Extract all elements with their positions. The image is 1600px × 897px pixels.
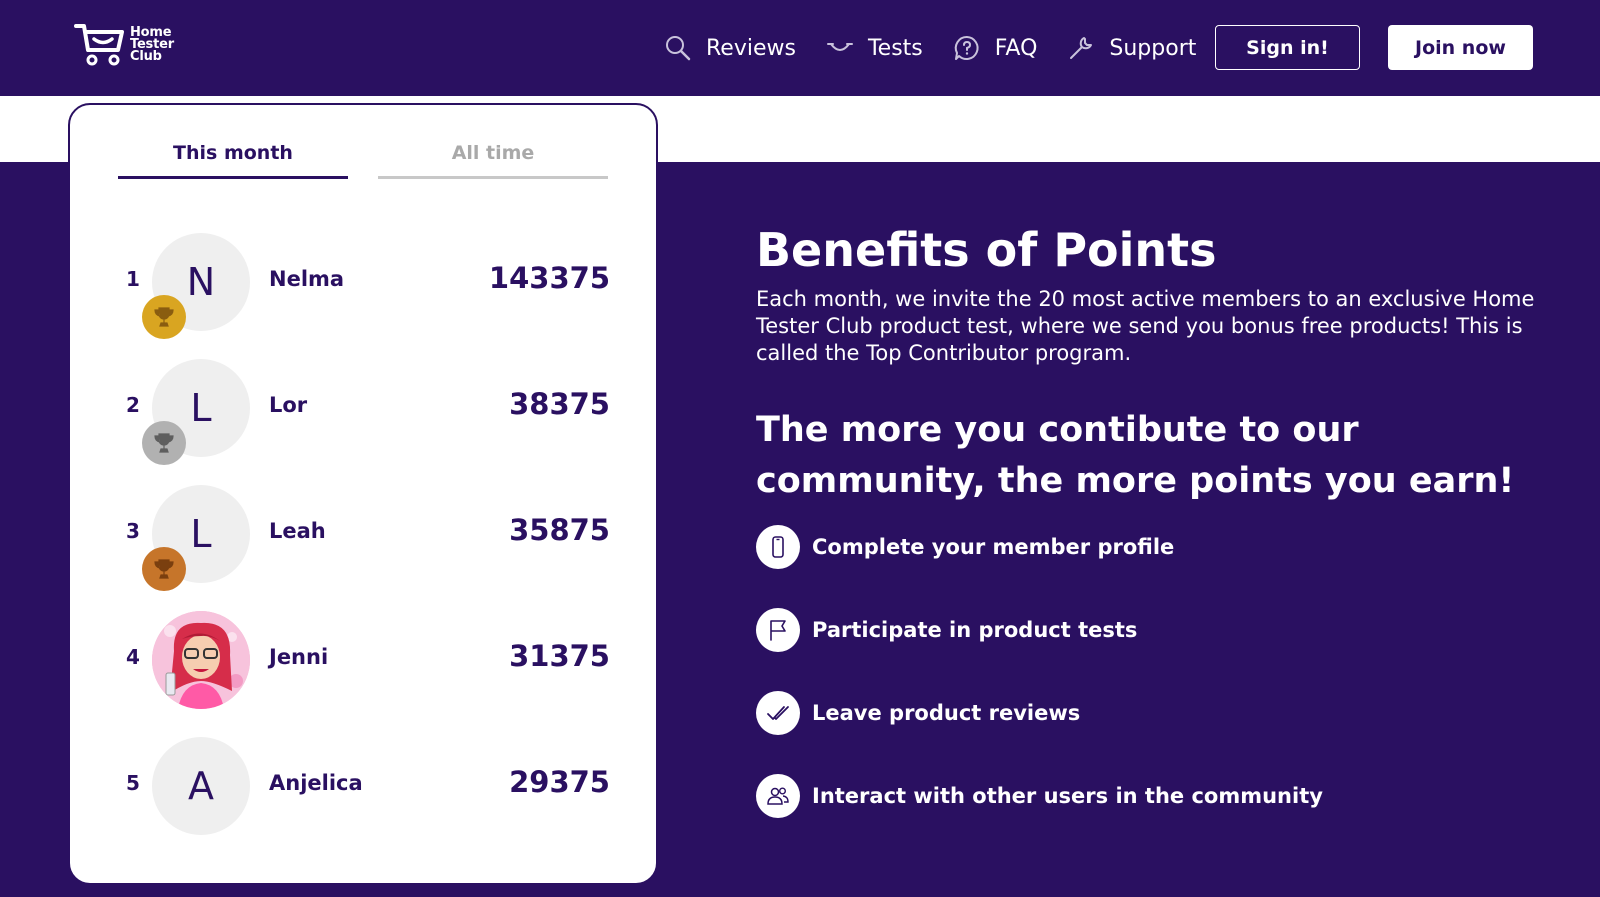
member-points: 38375: [509, 387, 610, 421]
benefits-intro: Each month, we invite the 20 most active…: [756, 287, 1535, 365]
wrench-icon: [1070, 37, 1093, 59]
search-icon: [666, 36, 691, 61]
member-name[interactable]: Lor: [269, 393, 308, 417]
nav-tests-label: Tests: [867, 35, 923, 61]
benefit-label: Complete your member profile: [812, 535, 1175, 559]
member-points: 31375: [509, 639, 610, 673]
phone-icon: [756, 525, 800, 569]
logo[interactable]: Home Tester Club: [74, 20, 194, 70]
logo-line-1: Home: [130, 25, 172, 40]
tab-this-month[interactable]: This month: [118, 137, 348, 179]
benefit-item: Complete your member profile: [756, 525, 1546, 569]
silver-trophy-badge: [142, 421, 186, 465]
leaderboard-row: 3 L Leah 35875: [118, 483, 610, 591]
sign-in-button[interactable]: Sign in!: [1215, 25, 1360, 70]
nav-faq[interactable]: FAQ: [953, 34, 1038, 62]
leaderboard-row: 1 N Nelma 143375: [118, 231, 610, 339]
leaderboard-card: This month All time 1 N Nelma 143375 2 L…: [68, 103, 658, 885]
benefit-item: Leave product reviews: [756, 691, 1546, 735]
logo-text: Home Tester Club: [130, 25, 174, 64]
leaderboard-tabs: This month All time: [118, 137, 610, 181]
logo-line-2: Tester: [130, 37, 174, 52]
member-name[interactable]: Leah: [269, 519, 326, 543]
nav-reviews[interactable]: Reviews: [664, 34, 796, 62]
rank-number: 2: [126, 393, 140, 417]
member-points: 29375: [509, 765, 610, 799]
benefit-label: Participate in product tests: [812, 618, 1138, 642]
double-check-icon: [756, 691, 800, 735]
benefit-item: Participate in product tests: [756, 608, 1546, 652]
cart-icon: [74, 24, 124, 66]
rank-number: 1: [126, 267, 140, 291]
nav-faq-label: FAQ: [994, 35, 1038, 61]
cartoon-avatar-image: [152, 611, 250, 709]
leaderboard-row: 2 L Lor 38375: [118, 357, 610, 465]
member-points: 143375: [488, 261, 610, 295]
benefit-label: Leave product reviews: [812, 701, 1081, 725]
member-name[interactable]: Nelma: [269, 267, 345, 291]
nav-support[interactable]: Support: [1067, 34, 1196, 62]
bronze-trophy-badge: [142, 547, 186, 591]
site-header: Home Tester Club Reviews Tests: [0, 0, 1600, 96]
join-now-button[interactable]: Join now: [1388, 25, 1533, 70]
avatar: L: [152, 485, 250, 583]
member-name[interactable]: Jenni: [269, 645, 329, 669]
benefit-item: Interact with other users in the communi…: [756, 774, 1546, 818]
avatar: A: [152, 737, 250, 835]
benefits-subtitle: The more you contibute to our community,…: [756, 410, 1515, 501]
nav-support-label: Support: [1109, 35, 1197, 61]
trophy-icon: [154, 307, 174, 327]
users-icon: [756, 774, 800, 818]
flag-icon: [756, 608, 800, 652]
rank-number: 3: [126, 519, 140, 543]
tab-all-time[interactable]: All time: [378, 137, 608, 179]
rank-number: 4: [126, 645, 140, 669]
member-name[interactable]: Anjelica: [269, 771, 363, 795]
trophy-icon: [154, 433, 174, 453]
benefits-title: Benefits of Points: [756, 223, 1217, 277]
main-nav: Reviews Tests FAQ Support: [664, 24, 1226, 72]
logo-line-3: Club: [130, 49, 162, 64]
nav-reviews-label: Reviews: [706, 35, 796, 61]
question-bubble-icon: [954, 35, 979, 60]
leaderboard-row: 4 Jenni 31375: [118, 609, 610, 709]
benefit-list: Complete your member profile Participate…: [756, 525, 1546, 818]
avatar-photo: [152, 611, 250, 709]
nav-tests[interactable]: Tests: [826, 34, 923, 62]
benefit-label: Interact with other users in the communi…: [812, 784, 1323, 808]
leaderboard-row: 5 A Anjelica 29375: [118, 735, 610, 835]
smile-icon: [826, 43, 853, 51]
rank-number: 5: [126, 771, 140, 795]
member-points: 35875: [509, 513, 610, 547]
gold-trophy-badge: [142, 295, 186, 339]
benefits-section: Benefits of Points Each month, we invite…: [756, 222, 1546, 857]
trophy-icon: [154, 559, 174, 579]
